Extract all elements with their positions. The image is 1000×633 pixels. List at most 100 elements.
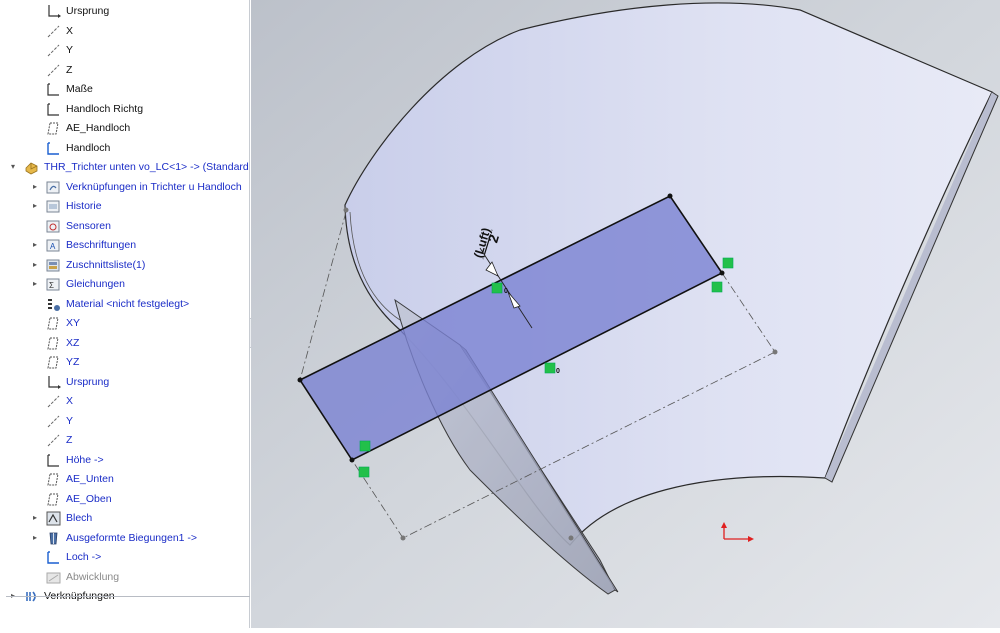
expand-arrow-icon[interactable]: ▸	[32, 513, 37, 522]
tree-item[interactable]: AE_Handloch	[0, 118, 249, 138]
axis-icon	[46, 394, 60, 408]
tree-item[interactable]: Z	[0, 60, 249, 80]
tree-item-label: Sensoren	[66, 219, 111, 232]
tree-item[interactable]: Maße	[0, 79, 249, 99]
plane-icon	[46, 472, 60, 486]
tree-item[interactable]: YZ	[0, 352, 249, 372]
svg-text:Σ: Σ	[49, 281, 54, 290]
tree-item[interactable]: Material <nicht festgelegt>	[0, 294, 249, 314]
expand-arrow-icon[interactable]: ▸	[32, 259, 37, 269]
tree-item[interactable]: ▸ Zuschnittsliste(1)	[0, 255, 249, 275]
feature-manager-tree: Ursprung X Y Z Maße Handloch Richtg AE_Handloc…	[0, 0, 250, 628]
tree-item[interactable]: AE_Unten	[0, 469, 249, 489]
plane-icon	[46, 121, 60, 135]
axis-icon	[46, 24, 60, 38]
expand-arrow-icon[interactable]: ▸	[8, 586, 18, 606]
tree-item[interactable]: Sensoren	[0, 216, 249, 236]
tree-item[interactable]: Höhe ->	[0, 450, 249, 470]
expand-arrow-icon[interactable]: ▸	[32, 279, 37, 288]
tree-item[interactable]: XZ	[0, 333, 249, 353]
tree-item[interactable]: Abwicklung	[0, 567, 249, 587]
tree-item[interactable]: Z	[0, 430, 249, 450]
origin-icon	[46, 4, 61, 18]
relation-marker-icon[interactable]	[711, 281, 723, 293]
tree-item[interactable]: Handloch	[0, 138, 249, 158]
tree-item-label: Y	[66, 414, 74, 427]
svg-text:0: 0	[504, 288, 508, 295]
plane-icon	[46, 492, 60, 506]
tree-item-label: Zuschnittsliste(1)	[66, 258, 146, 271]
sketch-blue-icon	[46, 141, 60, 155]
tree-item-label: XZ	[66, 336, 80, 349]
axis-icon	[46, 43, 60, 57]
tree-item-label: Abwicklung	[66, 570, 120, 583]
tree-item[interactable]: ▸ Historie	[0, 196, 249, 216]
rectangle-corner-point[interactable]	[719, 270, 725, 276]
tree-item[interactable]: Ursprung	[0, 372, 249, 392]
axis-icon	[46, 63, 60, 77]
collapse-arrow-icon[interactable]: ▾	[10, 162, 15, 171]
expand-arrow-icon[interactable]: ▸	[32, 532, 37, 542]
sketch-icon	[46, 102, 60, 116]
funnel-edge-thickness	[824, 91, 999, 483]
axis-icon	[46, 433, 60, 447]
tree-item[interactable]: Y	[0, 411, 249, 431]
origin-icon	[46, 375, 61, 389]
plane-icon	[46, 336, 60, 350]
tree-item-label: AE_Handloch	[66, 122, 131, 134]
tree-item-label: Loch ->	[66, 551, 102, 563]
tree-item-label: Handloch Richtg	[66, 102, 144, 115]
tree-item-label: Z	[66, 63, 73, 76]
sketch-point[interactable]	[772, 349, 778, 355]
tree-divider	[6, 596, 250, 597]
tree-item[interactable]: Handloch Richtg	[0, 99, 249, 119]
tree-item-label: Handloch	[66, 141, 111, 154]
svg-text:0: 0	[556, 368, 560, 375]
sketch-icon	[46, 453, 60, 467]
sketch-point[interactable]	[400, 535, 406, 541]
tree-item[interactable]: ▸ Σ Gleichungen	[0, 274, 249, 294]
tree-item-label: Ursprung	[66, 375, 110, 388]
mates-folder-icon	[46, 180, 60, 194]
tree-item[interactable]: Ursprung	[0, 1, 249, 21]
tree-item[interactable]: ▸ Ausgeformte Biegungen1 ->	[0, 528, 249, 548]
expand-arrow-icon[interactable]: ▸	[32, 181, 37, 191]
rectangle-corner-point[interactable]	[667, 193, 673, 199]
expand-arrow-icon[interactable]: ▸	[32, 240, 37, 249]
sketch-point[interactable]	[568, 535, 574, 541]
tree-item-label: Maße	[66, 83, 93, 95]
tree-item[interactable]: Y	[0, 40, 249, 60]
rectangle-corner-point[interactable]	[349, 457, 355, 463]
relation-marker-icon[interactable]: 0	[491, 282, 508, 295]
tree-item[interactable]: XY	[0, 313, 249, 333]
tree-item[interactable]: AE_Oben	[0, 489, 249, 509]
tree-item-label: Gleichungen	[66, 278, 125, 290]
tree-item[interactable]: ▸ Verknüpfungen in Trichter u Handloch	[0, 177, 249, 197]
model-view[interactable]: 2 (Luft) 0 0	[251, 0, 1000, 628]
tree-item-label: AE_Unten	[66, 473, 114, 485]
relation-marker-icon[interactable]	[359, 440, 371, 452]
tree-item[interactable]: ▸ A Beschriftungen	[0, 235, 249, 255]
material-icon	[46, 297, 60, 311]
tree-item-label: Verknüpfungen in Trichter u Handloch	[66, 180, 242, 193]
tree-item[interactable]: Loch ->	[0, 547, 249, 567]
relation-marker-icon[interactable]	[722, 257, 734, 269]
history-icon	[46, 199, 60, 213]
part-icon	[24, 160, 38, 175]
tree-item[interactable]: ▸ Blech	[0, 508, 249, 528]
graphics-viewport[interactable]: 2 (Luft) 0 0	[251, 0, 1000, 628]
cutlist-icon	[46, 258, 60, 272]
expand-arrow-icon[interactable]: ▸	[32, 201, 37, 210]
sheetmetal-icon	[46, 511, 61, 526]
tree-item-label: Blech	[66, 512, 93, 524]
tree-item-label: THR_Trichter unten vo_LC<1> -> (Standard	[44, 161, 249, 173]
tree-item[interactable]: X	[0, 21, 249, 41]
relation-marker-icon[interactable]	[358, 466, 370, 478]
rectangle-corner-point[interactable]	[297, 377, 303, 383]
tree-item-label: Beschriftungen	[66, 239, 137, 251]
relation-marker-icon[interactable]: 0	[544, 362, 560, 375]
tree-item[interactable]: X	[0, 391, 249, 411]
tree-item[interactable]: ▾ THR_Trichter unten vo_LC<1> -> (Standar…	[0, 157, 249, 177]
tree-item-label: YZ	[66, 356, 80, 368]
sketch-point[interactable]	[343, 207, 349, 213]
